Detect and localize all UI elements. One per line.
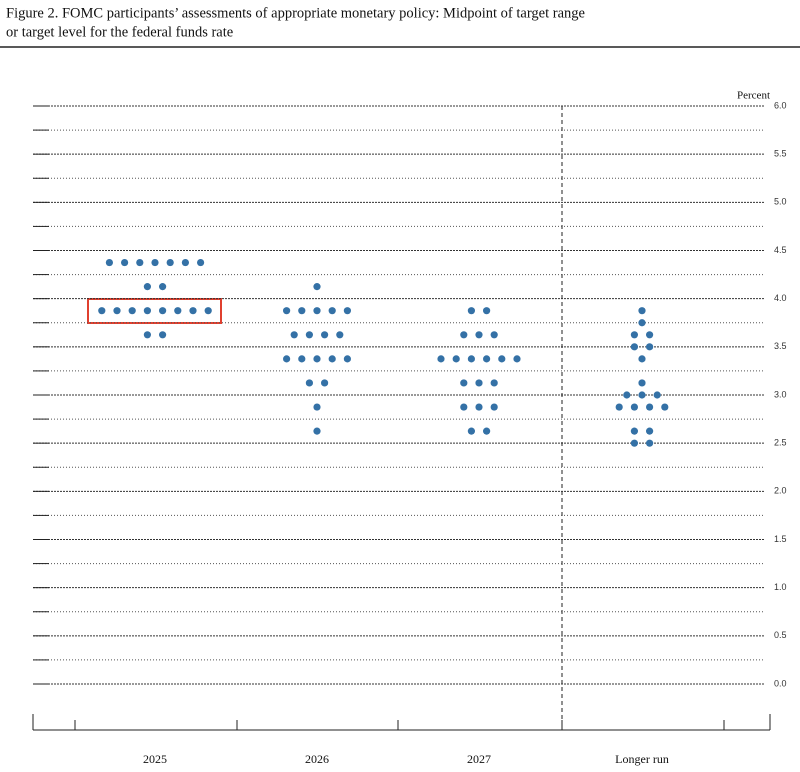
- dot: [467, 307, 475, 315]
- dot: [121, 258, 129, 267]
- dot: [646, 343, 654, 351]
- y-tick-label: 0.0: [774, 678, 787, 688]
- dot: [630, 331, 639, 339]
- dot: [98, 307, 106, 315]
- dot: [490, 403, 498, 411]
- dot: [646, 403, 654, 411]
- dot: [490, 379, 498, 387]
- x-tick-label: 2026: [305, 752, 329, 766]
- dot: [498, 355, 506, 363]
- dot: [646, 439, 654, 447]
- dot: [321, 379, 329, 387]
- dot: [336, 331, 344, 339]
- dot: [313, 355, 321, 363]
- dot: [452, 355, 460, 363]
- dot: [638, 379, 646, 387]
- dot: [467, 355, 475, 363]
- dot: [159, 307, 167, 315]
- x-tick-label: Longer run: [615, 752, 669, 766]
- y-tick-label: 3.0: [774, 389, 787, 399]
- dot: [313, 307, 321, 315]
- dot: [283, 307, 291, 315]
- dot: [204, 307, 212, 315]
- x-tick-label: 2025: [143, 752, 167, 766]
- dot: [638, 319, 646, 327]
- y-tick-label: 2.5: [774, 438, 787, 448]
- y-tick-label: 4.5: [774, 245, 787, 255]
- dot: [467, 427, 475, 435]
- dot: [490, 331, 498, 339]
- y-axis-label: Percent: [737, 90, 770, 102]
- dot: [437, 355, 445, 363]
- y-tick-label: 3.5: [774, 341, 787, 351]
- dot: [298, 355, 306, 363]
- dot: [298, 307, 306, 315]
- y-tick-label: 2.0: [774, 486, 787, 496]
- dot: [343, 355, 351, 363]
- dot: [475, 403, 483, 411]
- dot: [513, 355, 521, 363]
- y-tick-label: 1.0: [774, 582, 787, 592]
- dot: [475, 379, 483, 387]
- dot: [151, 258, 159, 267]
- dot: [174, 307, 182, 315]
- dot: [630, 403, 639, 411]
- dot: [615, 403, 623, 411]
- dot: [483, 427, 491, 435]
- dot: [460, 379, 468, 387]
- dot: [343, 307, 351, 315]
- y-tick-label: 1.5: [774, 534, 787, 544]
- dot: [159, 331, 167, 339]
- dot: [290, 331, 298, 339]
- dot: [197, 258, 205, 267]
- dot: [638, 307, 646, 315]
- dot: [460, 331, 468, 339]
- dot: [313, 403, 321, 411]
- dot: [460, 403, 468, 411]
- dot: [143, 307, 151, 315]
- dot: [646, 331, 654, 339]
- y-tick-label: 5.5: [774, 149, 787, 159]
- y-tick-label: 0.5: [774, 630, 787, 640]
- dot: [661, 403, 669, 411]
- dot: [313, 283, 321, 291]
- dot: [328, 307, 336, 315]
- chart-title: or target level for the federal funds ra…: [6, 24, 233, 40]
- dot: [313, 427, 321, 435]
- dot: [113, 307, 121, 315]
- dot: [166, 258, 174, 267]
- dot: [128, 307, 136, 315]
- dot: [483, 355, 491, 363]
- dot: [328, 355, 336, 363]
- dot: [159, 283, 167, 291]
- dot: [623, 391, 631, 399]
- dot: [136, 258, 144, 267]
- dot: [189, 307, 197, 315]
- y-tick-label: 6.0: [774, 100, 787, 110]
- highlight-box: [87, 298, 222, 324]
- dot: [638, 391, 646, 399]
- dot: [646, 427, 654, 435]
- dot: [143, 331, 151, 339]
- chart-title: Figure 2. FOMC participants’ assessments…: [6, 5, 585, 21]
- dot: [321, 331, 329, 339]
- dot: [653, 391, 661, 399]
- dot: [181, 258, 189, 267]
- dot: [630, 427, 639, 435]
- dot: [638, 355, 646, 363]
- y-tick-label: 4.0: [774, 293, 787, 303]
- dot: [630, 439, 639, 447]
- dot: [630, 343, 639, 351]
- dot: [305, 331, 313, 339]
- dot: [105, 258, 113, 267]
- dot: [283, 355, 291, 363]
- dot: [143, 283, 151, 291]
- x-tick-label: 2027: [467, 752, 491, 766]
- dot: [475, 331, 483, 339]
- dot: [483, 307, 491, 315]
- dot: [305, 379, 313, 387]
- y-tick-label: 5.0: [774, 197, 787, 207]
